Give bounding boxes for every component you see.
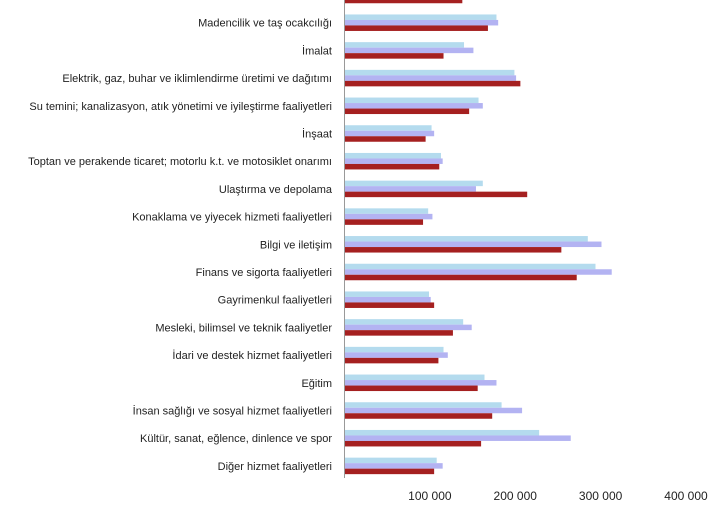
category-label-13: İdari ve destek hizmet faaliyetleri — [172, 349, 332, 362]
bar-13-series-1 — [344, 352, 448, 358]
bar-1-series-2 — [344, 25, 488, 31]
bar-16-series-1 — [344, 435, 571, 441]
bar-17-series-1 — [344, 463, 443, 469]
bar-9-series-0 — [344, 236, 588, 242]
bar-8-series-0 — [344, 208, 429, 214]
bar-6-series-1 — [344, 158, 443, 164]
bar-17-series-2 — [344, 468, 435, 475]
bars-group — [344, 0, 612, 475]
bar-10-series-0 — [344, 263, 596, 270]
bar-16-series-2 — [344, 440, 482, 447]
bar-15-series-2 — [344, 413, 493, 419]
bar-2-series-2 — [344, 53, 444, 59]
category-label-4: Su temini; kanalizasyon, atık yönetimi v… — [29, 101, 332, 113]
category-labels: Madencilik ve taş ocakcılığı İmalat Elektr… — [28, 18, 333, 473]
bar-4-series-0 — [344, 97, 479, 104]
bar-14-series-0 — [344, 374, 485, 381]
category-label-8: Konaklama ve yiyecek hizmeti faaliyetler… — [132, 212, 332, 224]
category-label-11: Gayrimenkul faaliyetleri — [218, 295, 332, 307]
bar-16-series-0 — [344, 429, 540, 436]
bar-8-series-2 — [344, 219, 424, 225]
category-label-15: İnsan sağlığı ve sosyal hizmet faaliyetl… — [133, 405, 332, 418]
bar-13-series-0 — [344, 346, 444, 353]
bar-4-series-1 — [344, 103, 483, 109]
bar-5-series-1 — [344, 130, 435, 137]
bar-7-series-0 — [344, 180, 483, 187]
bar-14-series-2 — [344, 385, 478, 392]
bar-1-series-0 — [344, 14, 497, 20]
x-tick-label-1: 200 000 — [494, 489, 538, 503]
bar-6-series-2 — [344, 163, 440, 170]
category-label-12: Mesleki, bilimsel ve teknik faaliyetler — [155, 322, 332, 334]
bar-5-series-2 — [344, 136, 426, 142]
bar-7-series-2 — [344, 191, 528, 198]
bar-7-series-1 — [344, 186, 476, 192]
bar-8-series-1 — [344, 213, 433, 220]
bar-9-series-1 — [344, 241, 602, 248]
category-label-17: Diğer hizmet faaliyetleri — [218, 461, 332, 473]
bar-11-series-2 — [344, 302, 435, 308]
category-label-1: Madencilik ve taş ocakcılığı — [198, 18, 332, 30]
category-label-9: Bilgi ve iletişim — [260, 239, 332, 251]
bar-10-series-1 — [344, 269, 612, 275]
bar-12-series-2 — [344, 330, 453, 336]
category-label-10: Finans ve sigorta faaliyetleri — [196, 267, 332, 279]
x-tick-label-0: 100 000 — [408, 489, 452, 503]
bar-1-series-1 — [344, 19, 499, 26]
bar-0-series-2 — [344, 0, 463, 4]
bar-15-series-1 — [344, 407, 523, 414]
bar-3-series-2 — [344, 80, 521, 87]
category-label-6: Toptan ve perakende ticaret; motorlu k.t… — [28, 156, 332, 168]
bar-12-series-1 — [344, 324, 472, 331]
category-label-14: Eğitim — [301, 378, 332, 390]
category-label-7: Ulaştırma ve depolama — [219, 184, 333, 196]
bar-11-series-0 — [344, 291, 430, 297]
bar-15-series-0 — [344, 402, 502, 408]
category-label-16: Kültür, sanat, eğlence, dinlence ve spor — [140, 433, 332, 445]
bar-2-series-1 — [344, 47, 474, 54]
x-tick-label-2: 300 000 — [579, 489, 623, 503]
category-label-3: Elektrik, gaz, buhar ve iklimlendirme ür… — [62, 73, 332, 85]
bar-3-series-0 — [344, 69, 515, 76]
bar-5-series-0 — [344, 125, 432, 131]
bar-2-series-0 — [344, 42, 465, 48]
bar-3-series-1 — [344, 75, 517, 81]
bar-4-series-2 — [344, 108, 470, 115]
category-label-5: İnşaat — [302, 128, 332, 141]
x-tick-label-3: 400 000 — [664, 489, 708, 503]
bar-9-series-2 — [344, 247, 562, 253]
bar-6-series-0 — [344, 152, 441, 159]
bar-14-series-1 — [344, 380, 497, 386]
category-label-2: İmalat — [302, 44, 332, 57]
bar-13-series-2 — [344, 357, 439, 364]
x-tick-labels: 100 000 200 000 300 000 400 000 — [408, 489, 708, 503]
bar-12-series-0 — [344, 319, 464, 325]
bar-11-series-1 — [344, 296, 431, 303]
bar-17-series-0 — [344, 457, 437, 464]
bar-10-series-2 — [344, 274, 577, 281]
